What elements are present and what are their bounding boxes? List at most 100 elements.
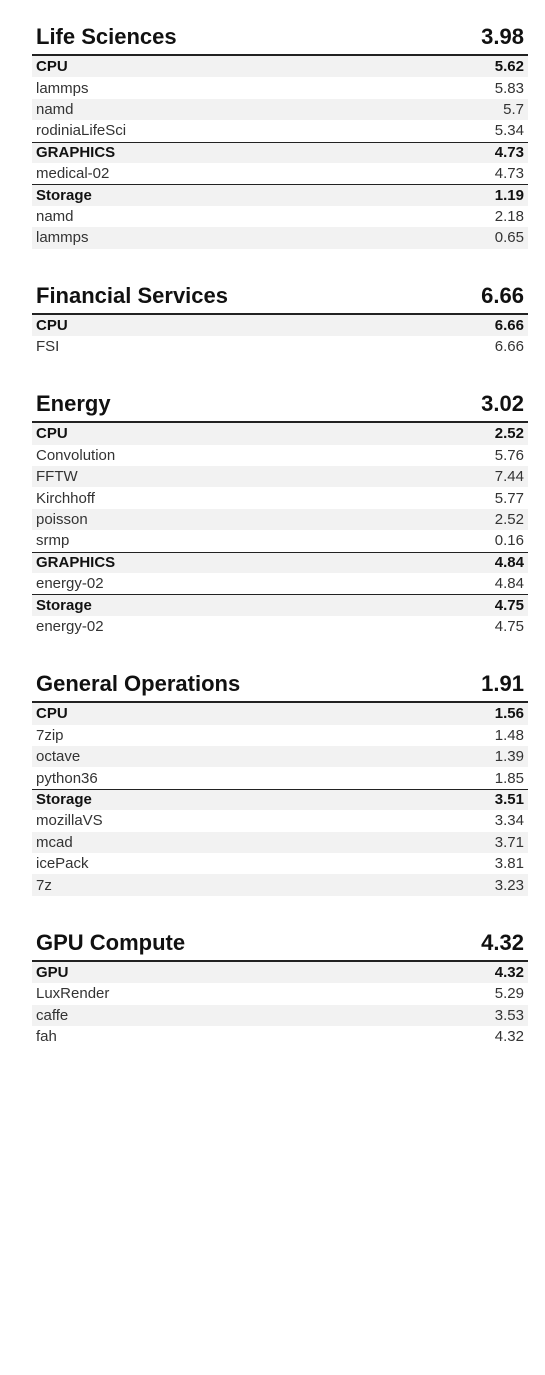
benchmark-name: LuxRender [36, 985, 110, 1003]
group-row-storage: Storage 1.19 [32, 184, 528, 206]
section-title: General Operations [36, 671, 241, 697]
benchmark-name: icePack [36, 855, 89, 873]
group-name: CPU [36, 705, 68, 723]
benchmark-name: lammps [36, 229, 89, 247]
benchmark-value: 4.84 [494, 575, 524, 593]
group-name: Storage [36, 187, 92, 205]
group-name: CPU [36, 316, 68, 334]
group-name: Storage [36, 597, 92, 615]
benchmark-row: Convolution 5.76 [32, 445, 528, 466]
group-row-storage: Storage 3.51 [32, 788, 528, 811]
section-title: Energy [36, 391, 111, 417]
benchmark-name: mozillaVS [36, 812, 103, 830]
benchmark-value: 5.7 [503, 100, 524, 118]
group-row-cpu: CPU 2.52 [32, 423, 528, 445]
group-score: 4.32 [494, 963, 524, 981]
section-energy: Energy 3.02 CPU 2.52 Convolution 5.76 FFTW 7.44… [32, 387, 528, 637]
group-score: 5.62 [494, 58, 524, 76]
section-header: GPU Compute 4.32 [32, 926, 528, 962]
benchmark-value: 0.65 [494, 229, 524, 247]
benchmark-row: 7zip 1.48 [32, 725, 528, 746]
benchmark-value: 0.16 [494, 532, 524, 550]
benchmark-value: 1.85 [494, 769, 524, 787]
group-row-graphics: GRAPHICS 4.73 [32, 141, 528, 163]
section-title: GPU Compute [36, 929, 186, 955]
section-score: 6.66 [481, 282, 524, 308]
section-title: Financial Services [36, 282, 228, 308]
group-score: 1.56 [494, 705, 524, 723]
section-header: Life Sciences 3.98 [32, 20, 528, 56]
group-name: GRAPHICS [36, 144, 116, 162]
benchmark-value: 5.29 [494, 985, 524, 1003]
benchmark-value: 3.34 [494, 812, 524, 830]
benchmark-value: 2.18 [494, 207, 524, 225]
benchmark-row: lammps 5.83 [32, 77, 528, 98]
group-row-graphics: GRAPHICS 4.84 [32, 551, 528, 574]
section-score: 4.32 [481, 929, 524, 955]
group-name: CPU [36, 425, 68, 443]
group-score: 2.52 [494, 425, 524, 443]
benchmark-name: energy-02 [36, 618, 104, 635]
benchmark-value: 4.32 [494, 1028, 524, 1046]
benchmark-name: python36 [36, 769, 98, 787]
benchmark-name: fah [36, 1028, 57, 1046]
benchmark-row: Kirchhoff 5.77 [32, 487, 528, 508]
benchmark-name: Kirchhoff [36, 489, 95, 507]
benchmark-row: namd 5.7 [32, 98, 528, 121]
section-score: 3.98 [481, 24, 524, 49]
section-financial-services: Financial Services 6.66 CPU 6.66 FSI 6.66 [32, 279, 528, 358]
benchmark-value: 1.48 [494, 726, 524, 744]
group-score: 4.73 [494, 144, 524, 162]
benchmark-row: namd 2.18 [32, 206, 528, 227]
group-name: CPU [36, 58, 68, 76]
section-header: Financial Services 6.66 [32, 279, 528, 315]
benchmark-value: 6.66 [494, 338, 524, 356]
benchmark-name: caffe [36, 1006, 69, 1024]
section-general-operations: General Operations 1.91 CPU 1.56 7zip 1.48 oct… [32, 667, 528, 896]
group-score: 3.51 [494, 791, 524, 809]
group-row-cpu: CPU 5.62 [32, 56, 528, 78]
benchmark-name: energy-02 [36, 575, 104, 593]
benchmark-value: 5.83 [494, 79, 524, 97]
benchmark-name: 7zip [36, 726, 64, 744]
group-name: GPU [36, 963, 69, 981]
benchmark-row: energy-02 4.84 [32, 573, 528, 594]
benchmark-value: 3.23 [494, 876, 524, 894]
benchmark-name: octave [36, 748, 81, 766]
benchmark-row: caffe 3.53 [32, 1004, 528, 1026]
section-score: 3.02 [481, 391, 524, 417]
group-row-cpu: CPU 6.66 [32, 314, 528, 336]
group-score: 4.84 [494, 554, 524, 572]
benchmark-row: python36 1.85 [32, 767, 528, 788]
benchmark-name: srmp [36, 532, 70, 550]
benchmark-value: 1.39 [494, 748, 524, 766]
group-score: 1.19 [494, 187, 524, 205]
benchmark-value: 7.44 [494, 468, 524, 486]
group-name: Storage [36, 791, 92, 809]
benchmark-row: FFTW 7.44 [32, 466, 528, 488]
benchmark-name: lammps [36, 79, 89, 97]
benchmark-row: octave 1.39 [32, 745, 528, 768]
benchmark-row: 7z 3.23 [32, 874, 528, 896]
group-row-storage: Storage 4.75 [32, 594, 528, 616]
section-score: 1.91 [481, 671, 524, 697]
benchmark-row: lammps 0.65 [32, 227, 528, 249]
benchmark-value: 2.52 [494, 511, 524, 529]
group-row-gpu: GPU 4.32 [32, 961, 528, 984]
benchmark-row: mcad 3.71 [32, 831, 528, 853]
benchmark-name: poisson [36, 511, 88, 529]
benchmark-row: energy-02 4.75 [32, 616, 528, 637]
section-life-sciences: Life Sciences 3.98 CPU 5.62 lammps 5.83 namd 5.… [32, 20, 528, 249]
benchmark-name: FFTW [36, 468, 78, 486]
benchmark-row: FSI 6.66 [32, 336, 528, 357]
benchmark-name: namd [36, 207, 74, 225]
benchmark-value: 3.81 [494, 855, 524, 873]
section-header: General Operations 1.91 [32, 667, 528, 704]
benchmark-row: fah 4.32 [32, 1026, 528, 1047]
benchmark-name: namd [36, 100, 74, 118]
benchmark-row: srmp 0.16 [32, 530, 528, 551]
benchmark-row: icePack 3.81 [32, 853, 528, 874]
benchmark-results-list: Life Sciences 3.98 CPU 5.62 lammps 5.83 namd 5.… [32, 20, 528, 1077]
benchmark-name: FSI [36, 338, 60, 356]
section-header: Energy 3.02 [32, 387, 528, 424]
